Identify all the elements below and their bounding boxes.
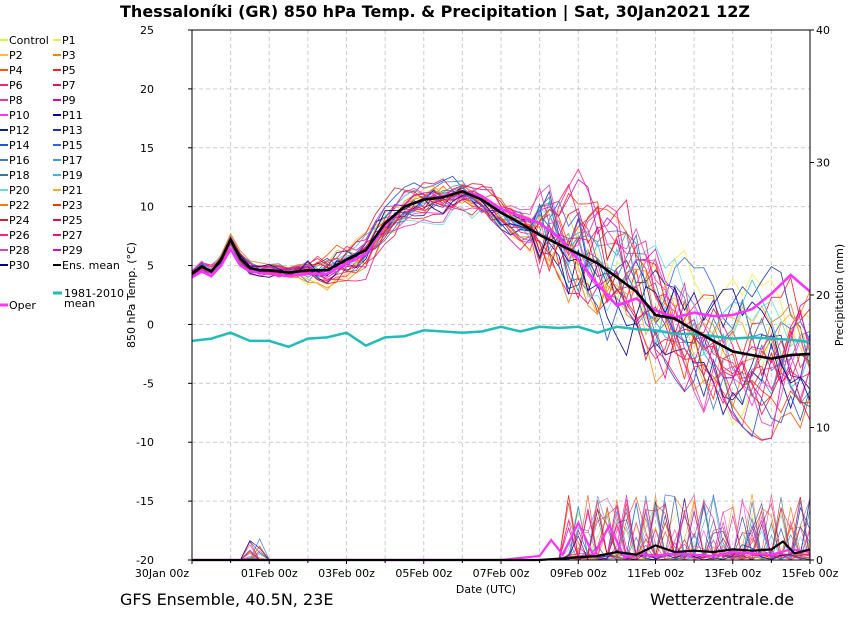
y-tick-label: 25 [140,24,154,37]
legend-entry-control: Control [9,34,49,47]
x-tick-label: 13Feb 00z [704,567,761,580]
y2-axis-ticks: 0 10 20 30 40 [810,24,830,567]
legend-entry-p6: P6 [9,79,23,92]
legend: Control P1 P2 P3 P4 P5 P6 P7 P8 P9 P10 P11 P12 P13 P14… [0,34,124,312]
legend-entry-p30: P30 [9,259,30,272]
legend-entry-p7: P7 [62,79,76,92]
footer-model-info: GFS Ensemble, 40.5N, 23E [120,590,333,609]
member-line-p24 [191,183,811,407]
legend-entry-p17: P17 [62,154,83,167]
member-line-p27 [191,184,811,405]
legend-entry-p8: P8 [9,94,23,107]
y2-axis-label: Precipitation (mm) [833,244,846,346]
legend-entry-p9: P9 [62,94,76,107]
y-tick-label: -5 [143,377,154,390]
legend-entry-ens-mean: Ens. mean [62,259,120,272]
legend-entry-p22: P22 [9,199,30,212]
legend-entry-climatology-mean: mean [64,297,95,310]
x-tick-label: 07Feb 00z [473,567,530,580]
y-tick-label: 20 [140,83,154,96]
legend-entry-p15: P15 [62,139,83,152]
legend-entry-p3: P3 [62,49,76,62]
legend-entry-p21: P21 [62,184,83,197]
y-tick-label: -15 [136,495,154,508]
y-tick-label: -20 [136,554,154,567]
legend-entry-p2: P2 [9,49,23,62]
y2-tick-label: 10 [816,422,830,435]
y2-tick-label: 0 [816,554,823,567]
legend-entry-p29: P29 [62,244,83,257]
y-tick-label: 0 [147,318,154,331]
y-tick-label: 15 [140,142,154,155]
y-tick-label: 10 [140,201,154,214]
legend-entry-p25: P25 [62,214,83,227]
x-axis-ticks: 30Jan 00z 01Feb 00z 03Feb 00z 05Feb 00z 07Fe… [135,560,839,580]
x-tick-label: 03Feb 00z [318,567,375,580]
chart-title: Thessaloníki (GR) 850 hPa Temp. & Precip… [120,2,750,22]
legend-entry-p24: P24 [9,214,30,227]
x-tick-label: 09Feb 00z [550,567,607,580]
legend-entry-p12: P12 [9,124,30,137]
ensemble-mean-line [191,190,811,360]
legend-entry-p4: P4 [9,64,23,77]
legend-entry-p20: P20 [9,184,30,197]
legend-entry-p23: P23 [62,199,83,212]
legend-entry-p5: P5 [62,64,76,77]
y-tick-label: -10 [136,436,154,449]
legend-entry-p1: P1 [62,34,76,47]
legend-entry-p19: P19 [62,169,83,182]
y-axis-ticks: -20 -15 -10 -5 0 5 10 15 20 25 [136,24,192,567]
highlight-lines [191,190,811,562]
legend-entry-p10: P10 [9,109,30,122]
legend-entry-p27: P27 [62,229,83,242]
legend-entry-p13: P13 [62,124,83,137]
legend-entry-p26: P26 [9,229,30,242]
y-tick-label: 5 [147,260,154,273]
legend-entry-p28: P28 [9,244,30,257]
x-tick-label: 30Jan 00z [135,567,189,580]
x-tick-label: 15Feb 00z [782,567,839,580]
x-tick-label: 01Feb 00z [241,567,298,580]
legend-entry-climatology: 1981-2010 [64,287,124,300]
x-axis-label: Date (UTC) [456,583,516,596]
x-tick-label: 05Feb 00z [395,567,452,580]
legend-entry-oper: Oper [9,299,36,312]
y2-tick-label: 40 [816,24,830,37]
legend-entry-p18: P18 [9,169,30,182]
footer-source: Wetterzentrale.de [650,590,794,609]
member-line-p25 [191,190,811,421]
y2-tick-label: 20 [816,289,830,302]
x-tick-label: 11Feb 00z [627,567,684,580]
legend-entry-p11: P11 [62,109,83,122]
climatology-mean-line [191,325,811,349]
member-line-p23 [191,192,811,414]
y2-tick-label: 30 [816,157,830,170]
grid-lines [192,30,810,560]
y-axis-label: 850 hPa Temp. (°C) [125,242,138,348]
legend-entry-p16: P16 [9,154,30,167]
legend-entry-p14: P14 [9,139,30,152]
